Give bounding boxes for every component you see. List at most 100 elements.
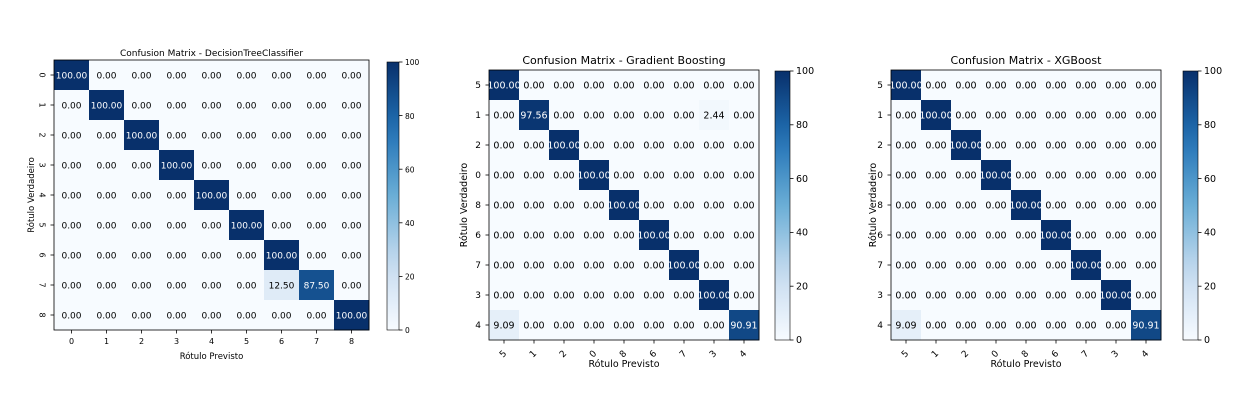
heatmap-cell: [89, 210, 125, 241]
cell-value-label: 0.00: [955, 80, 976, 91]
heatmap-cell: [299, 300, 335, 331]
cell-value-label: 0.00: [895, 230, 916, 241]
colorbar-tick-label: 0: [405, 326, 410, 335]
heatmap-cell: [1011, 190, 1042, 221]
colorbar: [1182, 70, 1199, 341]
cell-value-label: 100.00: [1069, 260, 1102, 271]
heatmap-cell: [891, 100, 922, 131]
cell-value-label: 0.00: [733, 80, 754, 91]
heatmap-cell: [299, 240, 335, 271]
cell-value-label: 0.00: [1105, 110, 1126, 121]
heatmap-cell: [981, 310, 1012, 341]
heatmap-cell: [1011, 130, 1042, 161]
x-tick-label: 4: [1140, 349, 1151, 360]
heatmap-cell: [334, 90, 370, 121]
heatmap-cell: [1071, 70, 1102, 101]
heatmap-cell: [489, 310, 520, 341]
heatmap-cell: [1101, 70, 1132, 101]
cell-value-label: 100.00: [667, 260, 700, 271]
heatmap-cell: [159, 150, 195, 181]
colorbar-tick-label: 100: [1204, 66, 1222, 77]
heatmap-cell: [609, 130, 640, 161]
cell-value-label: 0.00: [553, 290, 574, 301]
cell-value-label: 0.00: [613, 230, 634, 241]
chart-title: Confusion Matrix - XGBoost: [951, 54, 1103, 67]
cell-value-label: 0.00: [96, 191, 116, 201]
heatmap-cell: [609, 160, 640, 191]
cell-value-label: 0.00: [523, 290, 544, 301]
heatmap-cell: [489, 190, 520, 221]
x-tick-label: 0: [990, 349, 1001, 360]
cell-value-label: 0.00: [553, 200, 574, 211]
heatmap-cell: [921, 250, 952, 281]
heatmap-cell: [1101, 190, 1132, 221]
x-tick-label: 7: [678, 349, 689, 360]
heatmap-cell: [951, 250, 982, 281]
colorbar-tick-label: 20: [405, 273, 415, 282]
heatmap-cell: [669, 280, 700, 311]
cell-value-label: 0.00: [955, 170, 976, 181]
cell-value-label: 0.00: [583, 320, 604, 331]
heatmap-cell: [124, 210, 160, 241]
cell-value-label: 0.00: [583, 140, 604, 151]
cell-value-label: 0.00: [341, 131, 361, 141]
cell-value-label: 0.00: [236, 71, 256, 81]
colorbar-tick-label: 100: [796, 66, 814, 77]
cell-value-label: 0.00: [643, 320, 664, 331]
heatmap-cell: [579, 250, 610, 281]
heatmap-cell: [951, 100, 982, 131]
cell-value-label: 100.00: [196, 191, 228, 201]
heatmap-cell: [1101, 310, 1132, 341]
heatmap-cell: [1071, 160, 1102, 191]
heatmap-cell: [549, 130, 580, 161]
cell-value-label: 0.00: [523, 260, 544, 271]
colorbar-tick-label: 20: [1204, 281, 1216, 292]
heatmap-cell: [1041, 310, 1072, 341]
x-tick-label: 4: [209, 337, 214, 346]
heatmap-cell: [1041, 100, 1072, 131]
x-tick-label: 2: [558, 349, 569, 360]
heatmap-cell: [159, 180, 195, 211]
heatmap-cell: [299, 180, 335, 211]
cell-value-label: 0.00: [1105, 260, 1126, 271]
heatmap-cell: [729, 250, 760, 281]
x-tick-label: 8: [618, 349, 629, 360]
heatmap-cell: [981, 70, 1012, 101]
cell-value-label: 0.00: [306, 131, 326, 141]
cell-value-label: 0.00: [553, 320, 574, 331]
y-tick-label: 6: [877, 231, 883, 241]
heatmap-cell: [1101, 100, 1132, 131]
cell-value-label: 0.00: [1045, 260, 1066, 271]
cell-value-label: 0.00: [493, 170, 514, 181]
heatmap-cell: [891, 70, 922, 101]
heatmap-cell: [264, 150, 300, 181]
heatmap-cell: [729, 70, 760, 101]
cell-value-label: 0.00: [166, 221, 186, 231]
heatmap-cell: [951, 130, 982, 161]
cell-value-label: 0.00: [925, 140, 946, 151]
cell-value-label: 0.00: [201, 311, 221, 321]
heatmap-cell: [229, 300, 265, 331]
heatmap-cell: [124, 300, 160, 331]
y-tick-label: 3: [877, 291, 883, 301]
heatmap-cell: [159, 240, 195, 271]
heatmap-cell: [549, 160, 580, 191]
heatmap-cell: [729, 130, 760, 161]
heatmap-cell: [89, 180, 125, 211]
x-axis-label: Rótulo Previsto: [990, 359, 1061, 370]
cell-value-label: 0.00: [1045, 170, 1066, 181]
cell-value-label: 0.00: [1045, 290, 1066, 301]
cell-value-label: 0.00: [895, 170, 916, 181]
heatmap-cell: [549, 100, 580, 131]
cell-value-label: 100.00: [697, 290, 730, 301]
heatmap-cell: [669, 310, 700, 341]
cell-value-label: 0.00: [96, 251, 116, 261]
heatmap-cell: [194, 120, 230, 151]
colorbar-tick-label: 100: [405, 58, 420, 67]
heatmap-cell: [159, 210, 195, 241]
cell-value-label: 0.00: [985, 320, 1006, 331]
cell-value-label: 0.00: [236, 191, 256, 201]
heatmap-cell: [264, 90, 300, 121]
heatmap-cell: [669, 190, 700, 221]
cell-value-label: 0.00: [613, 110, 634, 121]
